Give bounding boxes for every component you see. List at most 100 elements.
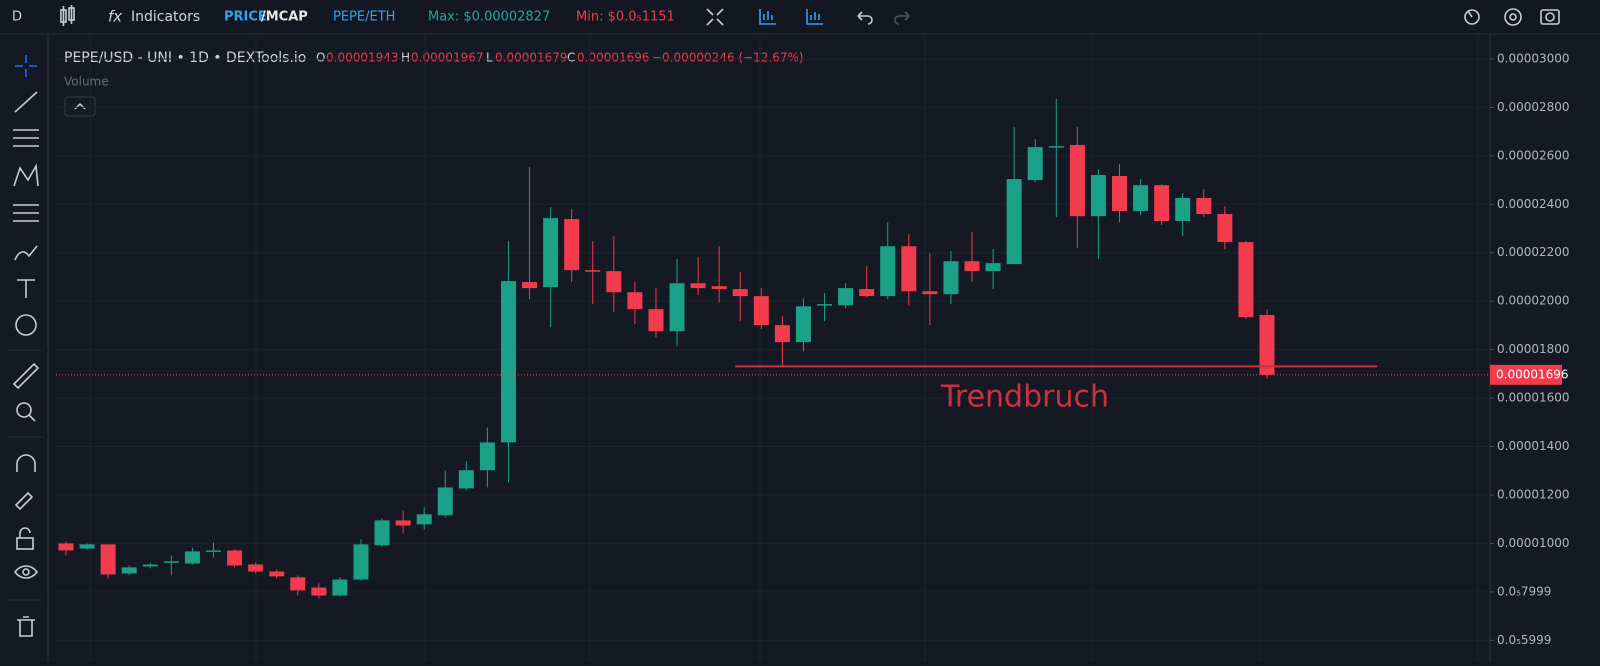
candle-body [1175,197,1191,222]
fib-tool[interactable] [13,204,39,222]
trend-label: Trendbruch [940,380,1109,415]
alert-button[interactable] [1464,9,1480,25]
low-value: 0.00001679 [495,51,568,65]
indicators-button[interactable]: Indicators [131,9,200,25]
open-label: O [316,51,325,65]
min-label: Min: $0.0₅1151 [576,10,675,25]
undo-button[interactable] [857,11,873,25]
candle-body [1217,213,1233,243]
candle-body [1027,147,1043,181]
candle-type-button[interactable] [60,5,75,26]
candle-body [648,309,664,332]
pair-toggle[interactable]: PEPE/ETH [333,10,395,25]
close-value: 0.00001696 [577,51,650,65]
line-tool[interactable] [14,91,38,113]
pattern-tool[interactable] [13,163,39,187]
fullscreen-button[interactable] [706,8,724,26]
lock-tool[interactable] [16,527,34,550]
candle-body [585,270,601,272]
ruler-tool[interactable] [12,362,40,390]
candle-body [353,544,369,580]
y-tick-label: 0.0₅5999 [1497,633,1551,647]
y-tick-label: 0.00002000 [1497,294,1570,308]
candle-body [1133,185,1149,212]
candle-body [901,246,917,292]
text-tool[interactable] [17,279,35,298]
candle-body [332,579,348,596]
y-tick-label: 0.00001800 [1497,342,1570,356]
close-label: C [567,51,575,65]
candle-body [753,296,769,326]
fx-icon[interactable]: fx [108,8,122,26]
crosshair-tool[interactable] [15,55,37,77]
parallel-tool[interactable] [13,129,39,147]
plot: Trendbruch [56,98,1490,599]
candle-body [564,219,580,271]
candle-body [964,261,980,272]
grid [56,34,1490,662]
y-tick-label: 0.00002200 [1497,245,1570,259]
zoom-tool[interactable] [16,402,36,422]
candle-body [1048,146,1064,148]
candle-body [500,281,516,443]
last-price-box [1490,364,1562,385]
candle-body [395,520,411,526]
high-value: 0.00001967 [411,51,484,65]
candle-body [290,577,306,591]
candle-body [374,520,390,546]
candle-body [690,283,706,289]
candle-body [1006,179,1022,265]
candle-body [227,550,243,566]
y-tick-label: 0.00002400 [1497,197,1570,211]
delete-tool[interactable] [17,616,35,637]
candle-body [522,282,538,289]
candle-body [985,263,1001,272]
candle-body [922,291,938,295]
candle-body [543,218,559,288]
price-toggle[interactable]: PRICE [224,10,267,25]
candle-body [142,564,158,567]
change-value: −0.00000246 (−12.67%) [652,51,804,65]
candle-body [1090,174,1106,217]
settings-button[interactable] [1504,8,1522,26]
candle-body [1154,185,1170,222]
brush-tool[interactable] [14,245,38,261]
candle-body [416,514,432,525]
chart-button[interactable] [759,9,776,25]
candle-body [1196,197,1212,214]
candle-body [100,544,116,575]
candle-body [606,271,622,293]
y-tick-label: 0.00003000 [1497,51,1570,65]
candle-body [817,304,833,306]
candle-body [774,325,790,343]
redo-button[interactable] [894,11,910,25]
candle-body [880,246,896,297]
visibility-tool[interactable] [13,565,39,579]
candle-body [79,544,95,549]
lock-drawing-tool[interactable] [14,491,34,511]
candle-body [943,261,959,295]
interval-button[interactable]: D [12,10,22,25]
candle-body [269,571,285,577]
candle-body [205,550,221,552]
top-toolbar [0,0,1600,34]
chart-button-2[interactable] [806,9,823,25]
magnet-tool[interactable] [16,454,36,472]
candle-body [311,587,327,596]
candle-body [1112,175,1127,212]
candle-body [458,470,474,489]
mcap-toggle[interactable]: /MCAP [261,10,308,25]
candle-body [1259,314,1275,375]
candle-body [795,306,811,343]
emoji-tool[interactable] [15,314,37,336]
candle-body [732,289,748,297]
candle-body [479,442,495,471]
volume-label: Volume [64,75,109,89]
ohlc-legend: O 0.00001943 H 0.00001967 L 0.00001679 C… [316,51,804,65]
low-label: L [486,51,493,65]
y-tick-label: 0.00002600 [1497,148,1570,162]
screenshot-button[interactable] [1540,9,1560,25]
open-value: 0.00001943 [326,51,399,65]
